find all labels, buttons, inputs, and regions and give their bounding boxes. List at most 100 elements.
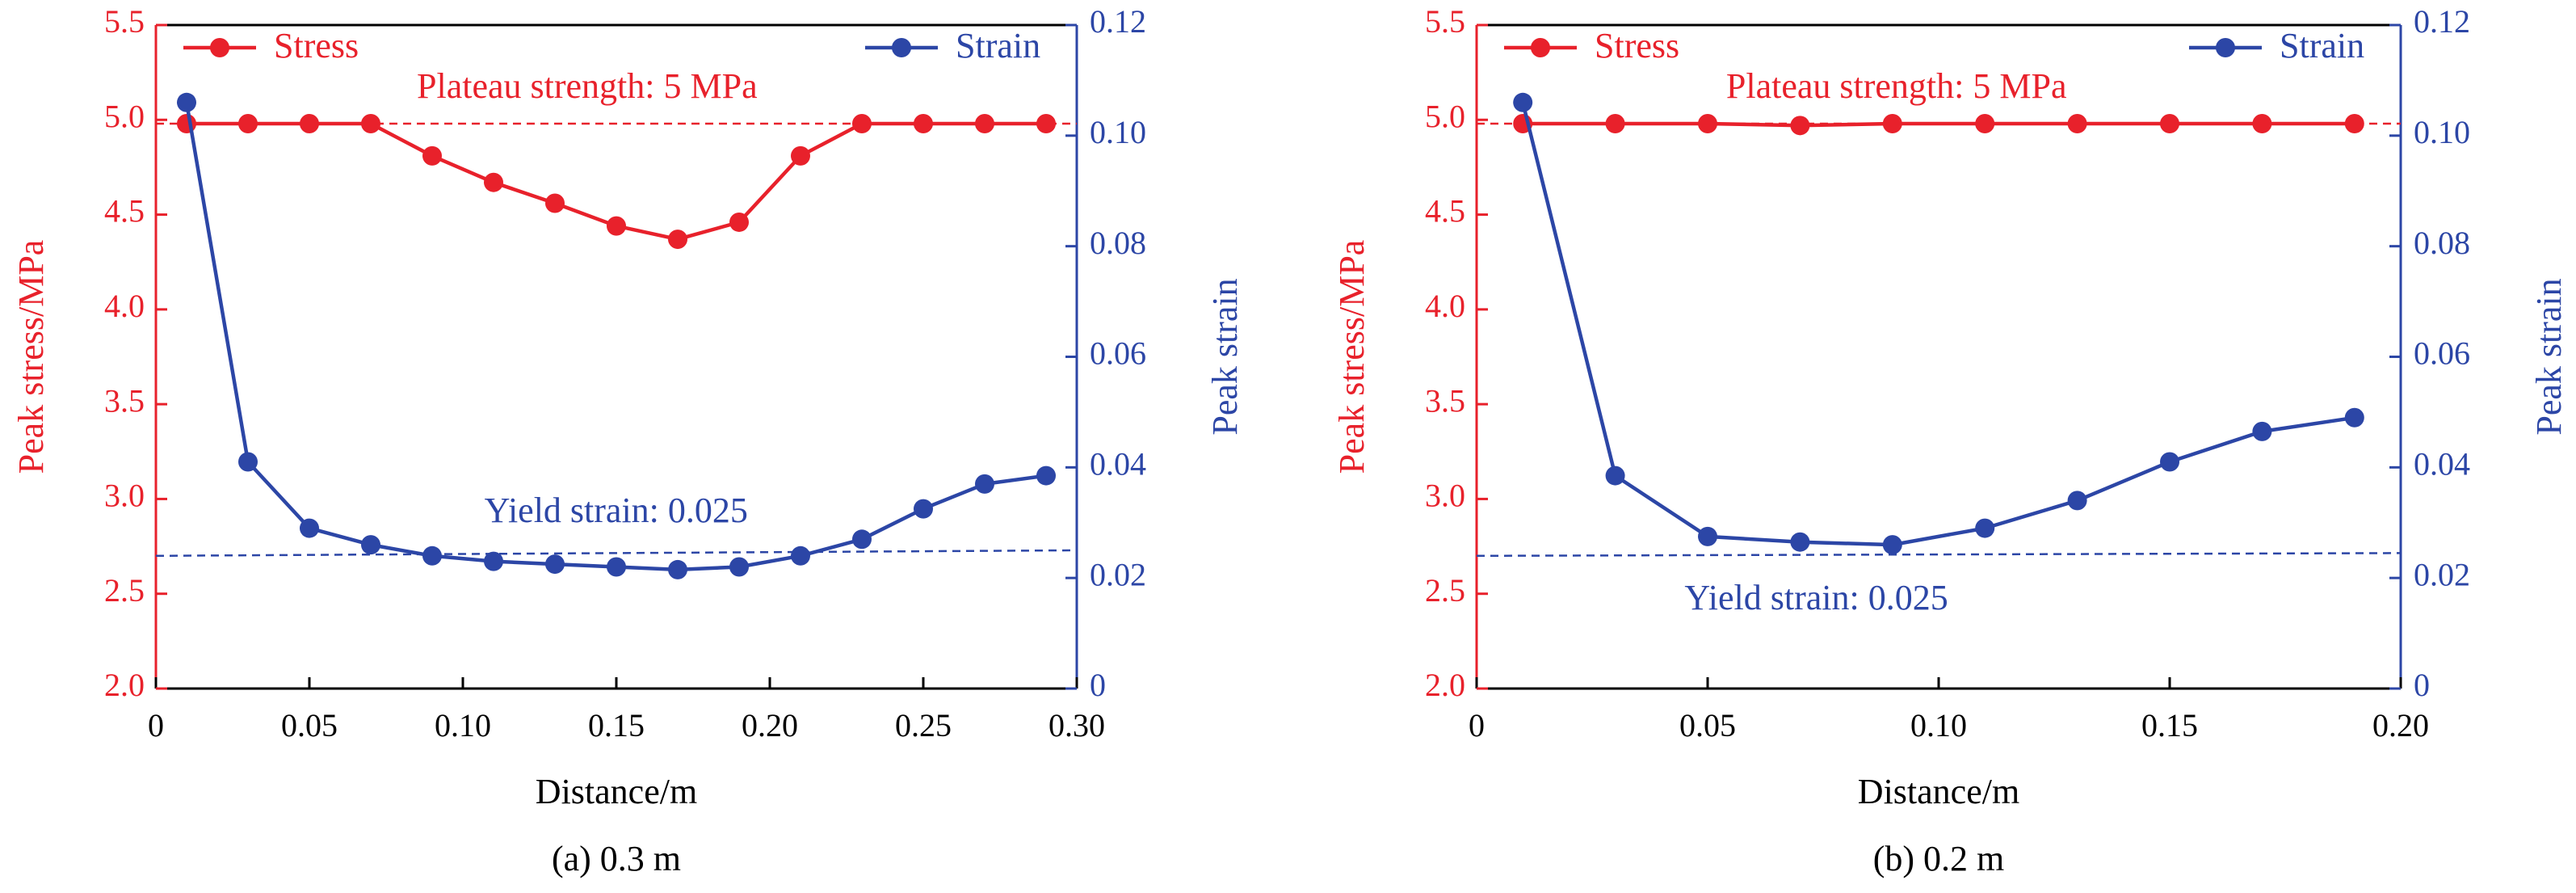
x-tick-label: 0.10	[435, 707, 491, 743]
strain-legend-marker-icon	[892, 38, 911, 57]
strain-data-point	[2344, 407, 2364, 428]
strain-data-point	[668, 559, 687, 579]
plateau-strength-label: Plateau strength: 5 MPa	[1726, 66, 2067, 106]
stress-data-point	[2344, 113, 2364, 133]
left-y-axis-title: Peak stress/MPa	[1332, 240, 1372, 474]
stress-data-point	[361, 113, 380, 133]
right-y-tick-label: 0.12	[1090, 3, 1146, 40]
left-y-tick-label: 4.5	[104, 193, 145, 230]
panel-caption: (b) 0.2 m	[1873, 839, 2005, 878]
stress-legend-label: Stress	[1595, 26, 1679, 65]
stress-data-point	[1036, 113, 1056, 133]
strain-data-point	[2067, 491, 2087, 511]
stress-data-point	[1882, 113, 1902, 133]
strain-data-point	[1975, 518, 1995, 538]
strain-data-point	[484, 551, 503, 571]
right-y-tick-label: 0.06	[2414, 335, 2470, 372]
stress-data-point	[1975, 113, 1995, 133]
right-y-tick-label: 0.06	[1090, 335, 1146, 372]
strain-series-line	[1521, 102, 2355, 547]
yield-strain-label: Yield strain: 0.025	[1684, 578, 1948, 617]
stress-data-point	[791, 145, 810, 166]
stress-legend-marker-icon	[1531, 38, 1550, 57]
left-y-tick-label: 4.0	[1425, 288, 1465, 324]
stress-data-point	[484, 172, 503, 192]
right-y-tick-label: 0.10	[1090, 114, 1146, 150]
x-tick-label: 0.15	[2141, 707, 2198, 743]
left-y-tick-label: 4.5	[1425, 193, 1465, 230]
strain-data-point	[545, 554, 565, 575]
strain-data-point	[791, 545, 810, 566]
strain-data-point	[607, 557, 626, 577]
stress-data-point	[1790, 116, 1810, 136]
strain-legend-label: Strain	[2280, 26, 2364, 65]
strain-data-point	[361, 535, 380, 555]
right-y-axis-title: Peak strain	[2529, 278, 2569, 435]
stress-data-point	[729, 212, 749, 232]
stress-data-point	[238, 113, 258, 133]
strain-data-point	[1036, 465, 1056, 486]
stress-data-point	[1698, 113, 1717, 133]
x-tick-label: 0	[148, 707, 164, 743]
stress-data-point	[914, 113, 933, 133]
x-axis-title: Distance/m	[1858, 772, 2019, 811]
panel-caption: (a) 0.3 m	[552, 839, 681, 878]
left-y-tick-label: 5.5	[1425, 3, 1465, 40]
left-y-tick-label: 2.5	[104, 572, 145, 609]
stress-series-line	[1523, 121, 2355, 128]
right-y-tick-label: 0.04	[2414, 446, 2470, 482]
left-y-tick-label: 3.5	[1425, 382, 1465, 419]
right-y-tick-label: 0.02	[1090, 556, 1146, 592]
x-tick-label: 0.05	[281, 707, 338, 743]
left-y-tick-label: 3.5	[104, 382, 145, 419]
left-y-tick-label: 5.5	[104, 3, 145, 40]
stress-data-point	[545, 193, 565, 213]
strain-data-point	[238, 452, 258, 472]
left-y-axis-title: Peak stress/MPa	[11, 240, 51, 474]
stress-data-point	[2067, 113, 2087, 133]
right-y-tick-label: 0.02	[2414, 556, 2470, 592]
stress-data-point	[422, 145, 442, 166]
left-y-tick-label: 5.0	[104, 98, 145, 134]
stress-data-point	[2160, 113, 2179, 133]
strain-legend-label: Strain	[956, 26, 1040, 65]
strain-data-point	[852, 529, 872, 550]
left-y-tick-label: 4.0	[104, 288, 145, 324]
panel-a-chart: 0 0.05 0.10 0.15 0.20 0.25 0.30 2.0 2.5 3.0 3.5 4.0…	[11, 3, 1245, 878]
x-tick-label: 0	[1469, 707, 1485, 743]
x-tick-label: 0.15	[588, 707, 645, 743]
stress-data-point	[607, 216, 626, 236]
x-tick-label: 0.05	[1679, 707, 1736, 743]
strain-data-point	[914, 499, 933, 519]
plateau-strength-label: Plateau strength: 5 MPa	[417, 66, 758, 106]
stress-data-point	[852, 113, 872, 133]
stress-data-point	[975, 113, 994, 133]
strain-data-point	[1605, 465, 1625, 486]
panel-b-chart: 0 0.05 0.10 0.15 0.20 2.0 2.5 3.0 3.5 4.0 4.5 5.0 5.…	[1332, 3, 2569, 878]
stress-data-point	[668, 230, 687, 250]
yield-strain-label: Yield strain: 0.025	[485, 491, 748, 530]
yield-strain-reference-line	[1476, 552, 2402, 558]
yield-strain-reference-line	[155, 549, 1078, 558]
right-y-tick-label: 0.12	[2414, 3, 2470, 40]
x-tick-label: 0.10	[1910, 707, 1967, 743]
right-y-axis-title: Peak strain	[1205, 278, 1245, 435]
strain-data-point	[1513, 92, 1533, 112]
left-y-tick-label: 2.0	[104, 667, 145, 703]
left-y-tick-label: 3.0	[1425, 478, 1465, 514]
stress-legend-marker-icon	[210, 38, 229, 57]
strain-data-point	[177, 92, 196, 112]
right-y-tick-label: 0.04	[1090, 446, 1146, 482]
strain-data-point	[1882, 535, 1902, 555]
left-y-tick-label: 3.0	[104, 478, 145, 514]
strain-data-point	[422, 545, 442, 566]
right-y-tick-label: 0	[1090, 667, 1106, 703]
right-y-tick-label: 0.08	[2414, 225, 2470, 261]
x-tick-label: 0.20	[742, 707, 798, 743]
x-tick-label: 0.20	[2372, 707, 2429, 743]
stress-legend-label: Stress	[274, 26, 359, 65]
x-tick-label: 0.25	[895, 707, 952, 743]
right-y-tick-label: 0	[2414, 667, 2430, 703]
strain-data-point	[1698, 526, 1717, 546]
strain-data-point	[729, 557, 749, 577]
